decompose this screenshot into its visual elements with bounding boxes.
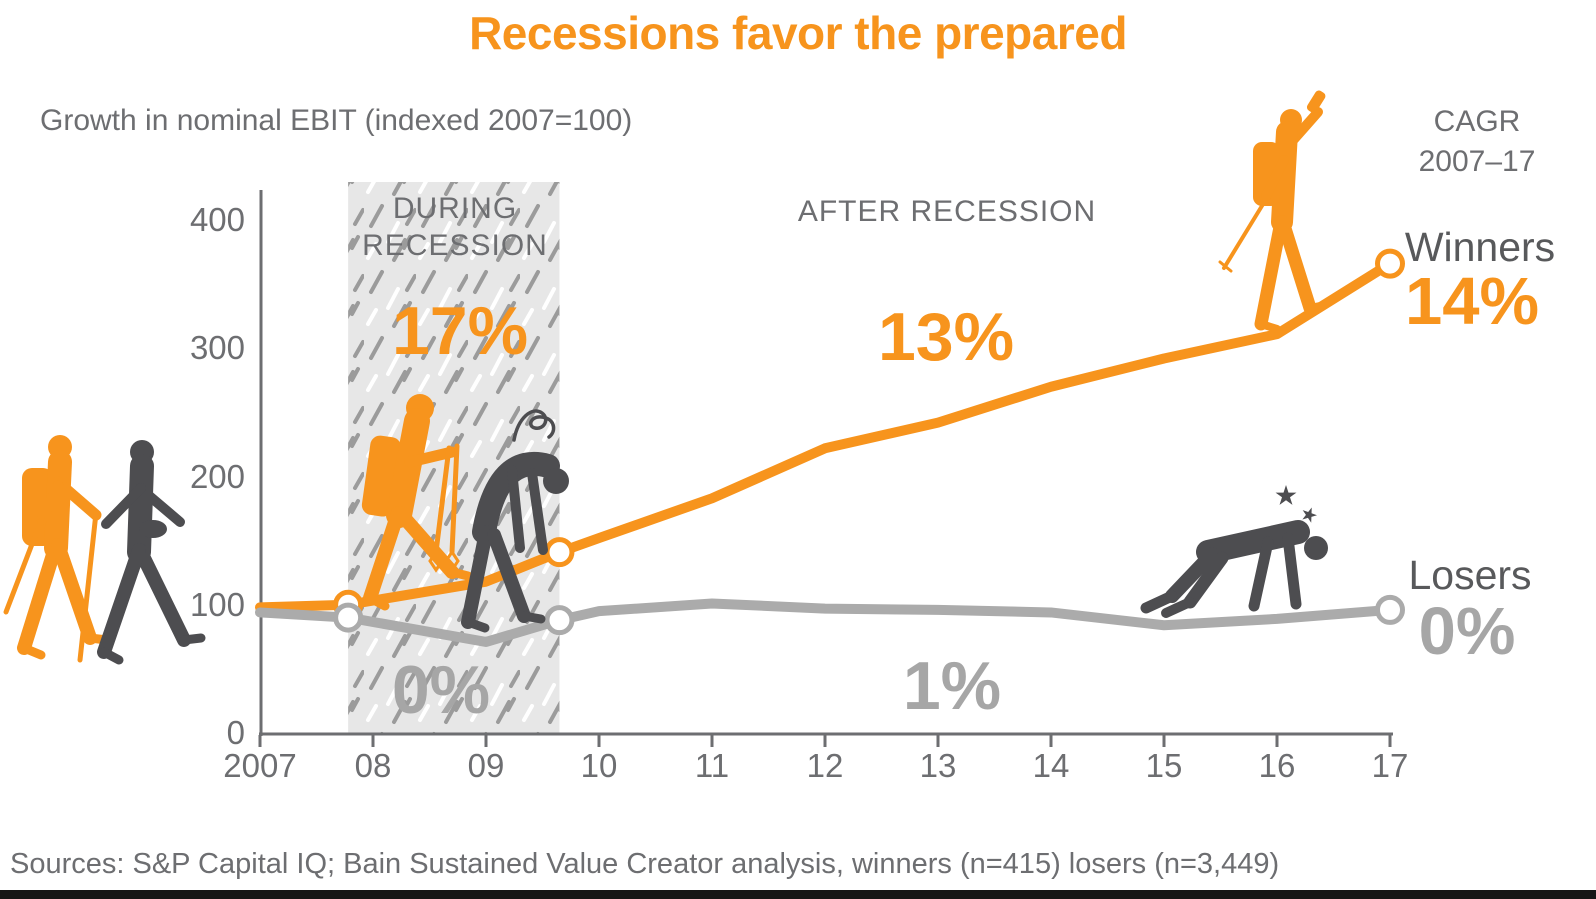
y-axis-tick-label: 300 (189, 329, 245, 367)
axis-title: Growth in nominal EBIT (indexed 2007=100… (40, 104, 633, 137)
series-lines (255, 258, 1395, 647)
losers-during-pct: 0% (391, 652, 491, 728)
y-axis-tick-label: 200 (189, 457, 245, 495)
x-axis-tick-label: 15 (1145, 747, 1183, 784)
dizzy-star-icon (1302, 507, 1317, 523)
losers-line (255, 598, 1395, 647)
winners-marker (544, 537, 575, 568)
water-bottle-icon (1306, 90, 1326, 113)
hiker-loser-crawling-icon (1140, 485, 1328, 618)
after-recession-label: AFTER RECESSION (797, 195, 1097, 228)
cagr-header-line2: 2007–17 (1418, 145, 1536, 178)
during-recession-label: DURING RECESSION (362, 192, 548, 262)
cagr-header-line1: CAGR (1433, 105, 1521, 138)
dizzy-star-icon (1275, 485, 1297, 505)
losers-after-pct: 1% (902, 648, 1002, 724)
bottom-bar (0, 890, 1596, 899)
cagr-header: CAGR 2007–17 (1392, 102, 1562, 182)
winners-line (255, 258, 1395, 613)
winners-during-pct: 17% (391, 293, 529, 369)
hiker-gray-start-icon (97, 440, 206, 665)
x-axis-tick-label: 17 (1371, 747, 1409, 784)
losers-label: Losers (1408, 552, 1532, 598)
x-axis-tick-label: 14 (1032, 747, 1070, 784)
losers-marker (333, 602, 364, 633)
x-axis-tick-label: 16 (1258, 747, 1296, 784)
chart-title: Recessions favor the prepared (469, 7, 1127, 59)
x-axis-tick-label: 08 (354, 747, 392, 784)
winners-marker (1375, 248, 1405, 279)
x-axis-tick-marks (258, 735, 1392, 747)
x-axis-tick-label: 2007 (223, 747, 297, 784)
hiker-gray-exhausted-icon (461, 409, 569, 633)
hiker-orange-rain-icon (361, 394, 473, 611)
x-axis-tick-label: 13 (919, 747, 957, 784)
y-axis-tick-label: 0 (226, 714, 245, 751)
series-markers (333, 248, 1405, 636)
y-axis-tick-label: 400 (189, 201, 245, 238)
x-axis-tick-label: 10 (580, 747, 618, 784)
axes (258, 190, 1393, 747)
hiker-orange-start-icon (3, 435, 112, 663)
winners-cagr-value: 14% (1404, 264, 1540, 339)
hikers-start-icon (3, 435, 206, 665)
y-axis-tick-label: 100 (189, 585, 245, 623)
losers-marker (1375, 594, 1405, 625)
x-axis-tick-label: 09 (467, 747, 505, 784)
losers-marker (544, 605, 575, 636)
sources-note: Sources: S&P Capital IQ; Bain Sustained … (10, 848, 1280, 880)
hikers-recession-icon (361, 394, 569, 633)
hiker-winner-summit-icon (1218, 90, 1329, 333)
winners-label: Winners (1404, 224, 1556, 270)
sigh-squiggle-icon (512, 409, 556, 442)
x-axis-tick-label: 11 (694, 747, 730, 784)
losers-cagr-value: 0% (1418, 594, 1516, 669)
x-axis-tick-label: 12 (806, 747, 844, 784)
winners-after-pct: 13% (877, 299, 1015, 375)
